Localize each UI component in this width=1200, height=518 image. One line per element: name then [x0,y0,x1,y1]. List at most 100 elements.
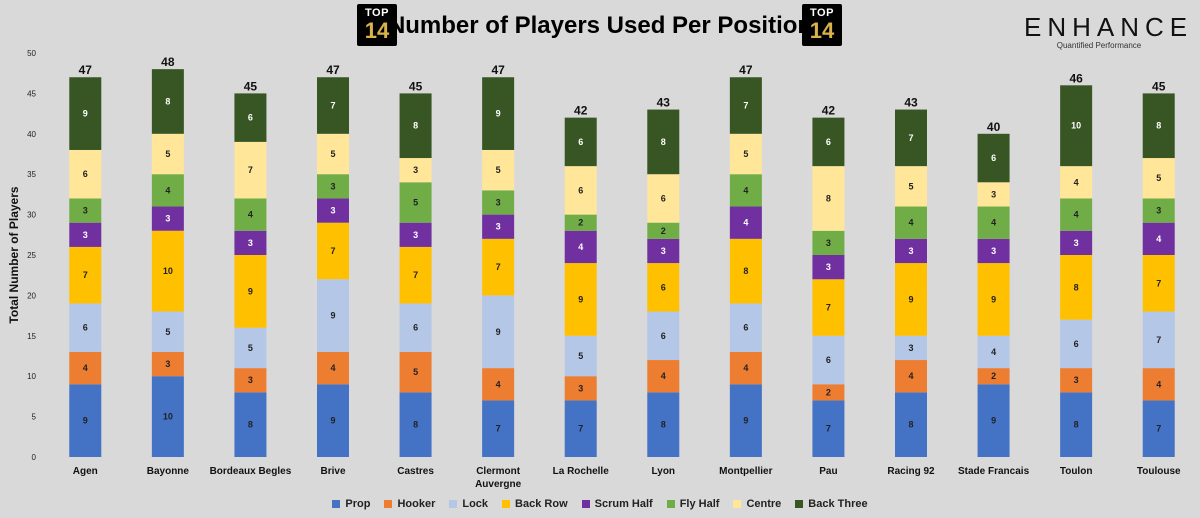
y-tick-label: 0 [32,453,37,462]
legend-swatch [666,500,675,508]
bar-segment-lock [1060,319,1093,369]
bar-segment-prop [812,400,845,457]
bar-segment-centre [977,182,1010,207]
segment-value-label: 8 [1074,282,1079,292]
segment-value-label: 7 [826,424,831,434]
segment-value-label: 2 [826,387,831,397]
segment-value-label: 3 [83,230,88,240]
bar-segment-centre [812,166,845,231]
segment-value-label: 7 [1156,424,1161,434]
segment-value-label: 6 [826,355,831,365]
bar-segment-back-row [812,279,845,336]
segment-value-label: 4 [330,363,335,373]
x-tick-label: Clermont [476,466,521,477]
bar-segment-back-three [729,77,762,134]
total-label: 46 [1069,71,1083,85]
segment-value-label: 9 [83,109,88,119]
total-label: 43 [657,96,671,110]
bar-segment-back-three [977,133,1010,183]
x-tick-label: Castres [397,466,434,477]
segment-value-label: 9 [908,294,913,304]
segment-value-label: 3 [1074,375,1079,385]
legend-item-lock: Lock [449,498,488,510]
y-tick-label: 15 [27,332,36,341]
bar-segment-hooker [69,351,102,385]
legend-item-prop: Prop [332,498,370,510]
segment-value-label: 3 [826,238,831,248]
segment-value-label: 5 [165,149,170,159]
bar-segment-back-three [317,77,349,134]
chart-title: Number of Players Used Per Position [387,12,813,39]
segment-value-label: 6 [83,323,88,333]
brand-tagline: Quantified Performance [1056,41,1142,50]
segment-value-label: 6 [1074,339,1079,349]
segment-value-label: 3 [661,246,666,256]
segment-value-label: 3 [413,165,418,175]
title-row: TOP 14 Number of Players Used Per Positi… [0,4,1200,50]
segment-value-label: 4 [578,242,583,252]
bar-segment-hooker [151,351,184,377]
segment-value-label: 5 [578,351,583,361]
bar-segment-lock [729,303,762,352]
x-tick-label: La Rochelle [553,466,610,477]
segment-value-label: 6 [83,169,88,179]
bar-segment-prop [729,384,762,457]
bar-segment-back-row [564,263,597,336]
segment-value-label: 5 [413,197,418,207]
total-label: 47 [739,63,753,77]
segment-value-label: 4 [496,379,501,389]
segment-value-label: 9 [991,294,996,304]
bar-segment-hooker [1142,368,1175,401]
total-label: 40 [987,120,1001,134]
bar-segment-lock [399,303,432,352]
bar-segment-prop [977,384,1010,457]
top14-logo-left: TOP 14 [357,4,397,46]
segment-value-label: 4 [908,371,913,381]
bar-segment-lock [647,311,680,361]
segment-value-label: 3 [413,230,418,240]
bar-segment-back-row [482,238,515,296]
bar-segment-prop [234,392,267,457]
segment-value-label: 7 [83,270,88,280]
segment-value-label: 10 [163,266,173,276]
segment-value-label: 7 [330,246,335,256]
enhance-logo: ENHANCE Quantified Performance [1024,12,1187,50]
legend-swatch [502,500,511,508]
segment-value-label: 8 [413,121,418,131]
bar-segment-prop [399,392,432,457]
bar-segment-scrum-half [895,238,927,264]
segment-value-label: 3 [1074,238,1079,248]
legend-label: Prop [345,498,371,510]
segment-value-label: 3 [165,214,170,224]
y-tick-label: 45 [27,89,36,98]
bar-segment-prop [895,392,927,457]
x-tick-label: Auvergne [475,479,522,490]
bar-segment-back-row [399,246,432,304]
bar-segment-scrum-half [69,222,102,247]
segment-value-label: 9 [330,311,335,321]
legend-item-hooker: Hooker [384,498,435,510]
bar-segment-hooker [482,368,515,401]
segment-value-label: 3 [83,206,88,216]
segment-value-label: 6 [248,113,253,123]
segment-value-label: 6 [826,137,831,147]
segment-value-label: 6 [661,282,666,292]
legend-swatch [332,500,341,508]
legend-label: Hooker [397,498,436,510]
bar-segment-back-three [812,117,845,167]
y-tick-label: 30 [27,211,36,220]
segment-value-label: 9 [991,416,996,426]
bar-segment-fly-half [895,206,927,239]
legend: Prop Hooker Lock Back Row Scrum Half Fly Half… [0,498,1200,510]
legend-swatch [384,500,393,508]
legend-swatch [733,500,742,508]
segment-value-label: 3 [908,246,913,256]
bar-segment-centre [895,166,927,207]
segment-value-label: 5 [413,367,418,377]
bar-segment-hooker [317,351,349,385]
bar-segment-back-three [895,109,927,167]
legend-item-scrum-half: Scrum Half [581,498,653,510]
segment-value-label: 4 [1074,210,1079,220]
x-tick-label: Brive [320,466,345,477]
bar-segment-lock [234,327,267,369]
